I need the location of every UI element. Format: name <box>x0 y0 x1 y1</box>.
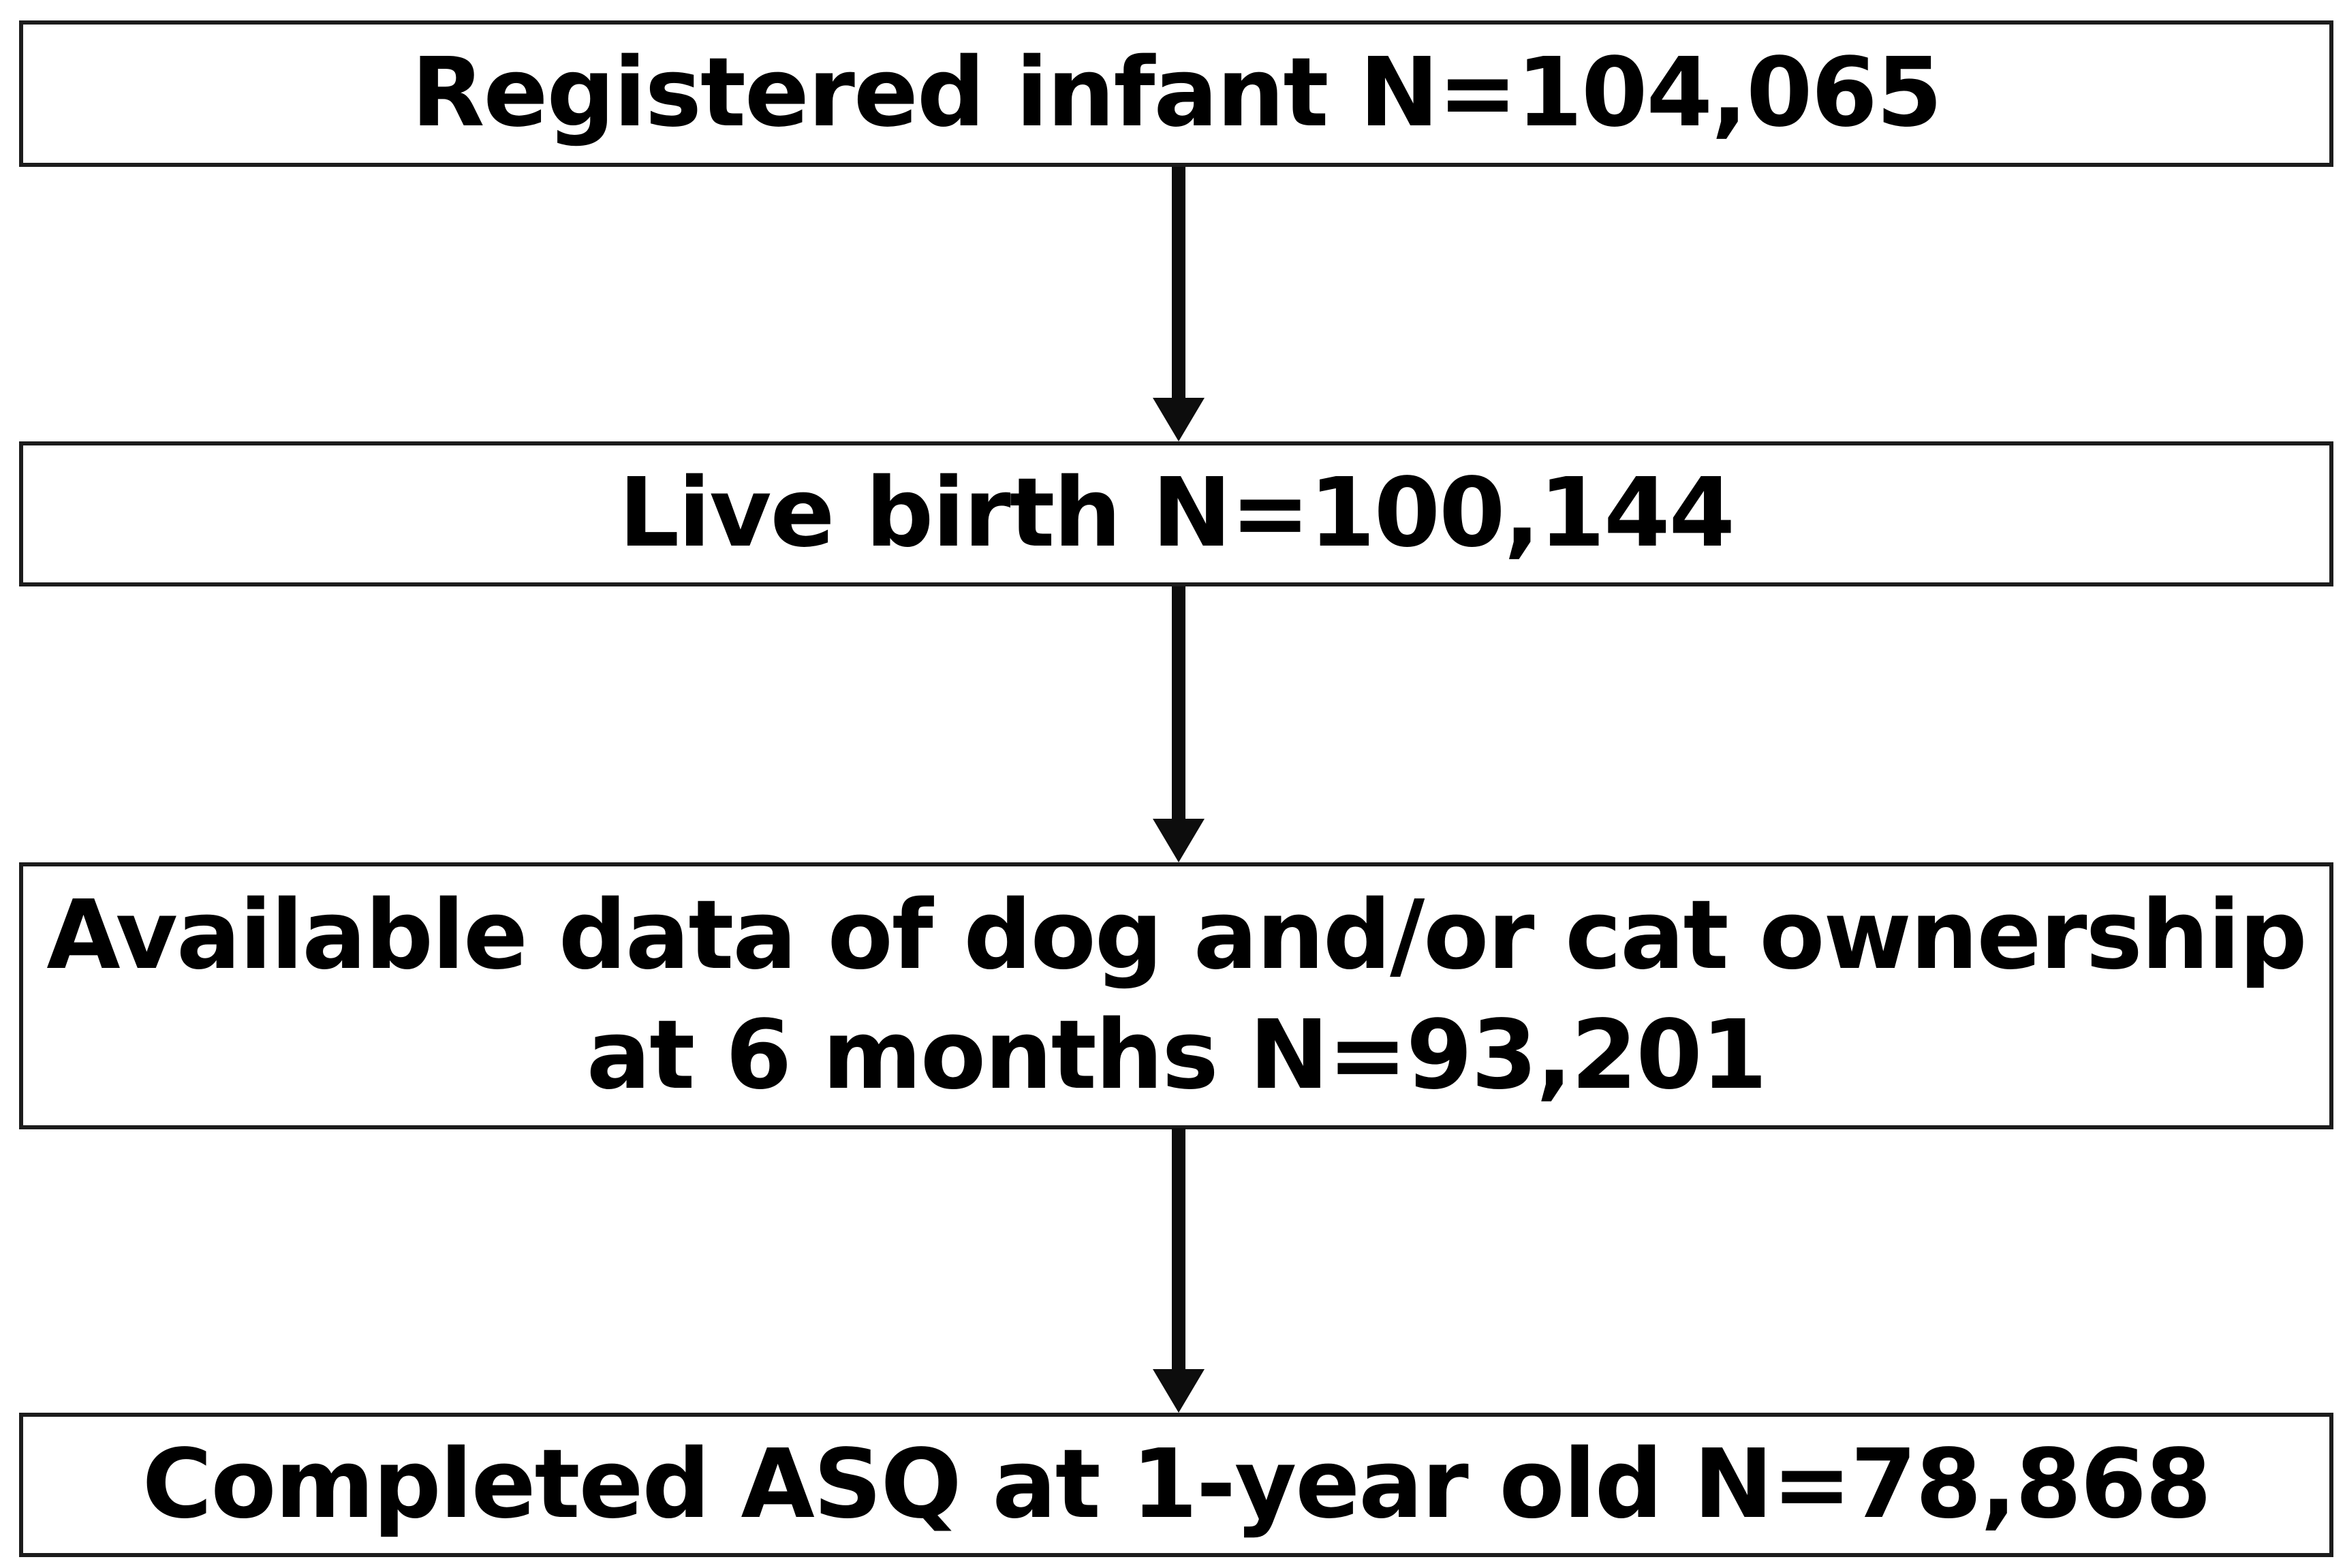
flow-box-live-birth: Live birth N=100,144 <box>19 441 2333 586</box>
arrow-shaft <box>1172 586 1185 819</box>
flow-arrow-1 <box>1153 167 1205 441</box>
flow-box-completed-asq: Completed ASQ at 1-year old N=78,868 <box>19 1413 2333 1557</box>
arrow-down-icon <box>1153 398 1205 441</box>
arrow-shaft <box>1172 167 1185 398</box>
flow-box-pet-ownership-data: Available data of dog and/or cat ownersh… <box>19 862 2333 1129</box>
flow-box-label: Live birth N=100,144 <box>619 458 1735 569</box>
flow-box-label: Completed ASQ at 1-year old N=78,868 <box>142 1428 2212 1540</box>
flow-box-registered-infant: Registered infant N=104,065 <box>19 20 2333 167</box>
flow-box-label: Registered infant N=104,065 <box>411 37 1943 149</box>
arrow-shaft <box>1172 1128 1185 1369</box>
flow-arrow-3 <box>1153 1128 1205 1413</box>
flow-box-label-line-2: at 6 months N=93,201 <box>586 1000 1767 1111</box>
flow-arrow-2 <box>1153 586 1205 862</box>
flow-box-label-line-1: Available data of dog and/or cat ownersh… <box>46 879 2307 991</box>
arrow-down-icon <box>1153 819 1205 862</box>
arrow-down-icon <box>1153 1369 1205 1413</box>
